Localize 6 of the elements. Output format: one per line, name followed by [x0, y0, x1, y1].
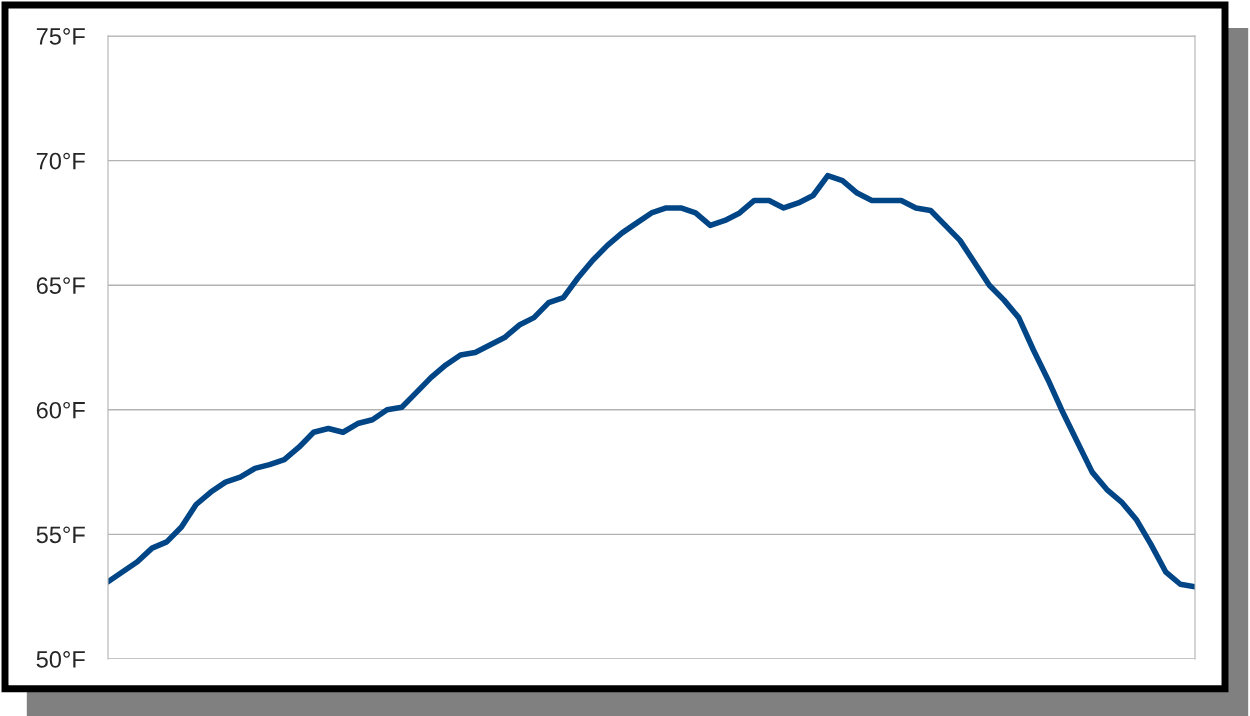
y-tick-label: 55°F — [36, 526, 85, 544]
y-tick-label: 65°F — [36, 277, 85, 294]
y-tick-label: 50°F — [36, 651, 85, 668]
y-tick-label: 75°F — [36, 28, 85, 45]
y-tick-label: 60°F — [36, 401, 85, 419]
y-tick-label: 70°F — [36, 152, 85, 170]
